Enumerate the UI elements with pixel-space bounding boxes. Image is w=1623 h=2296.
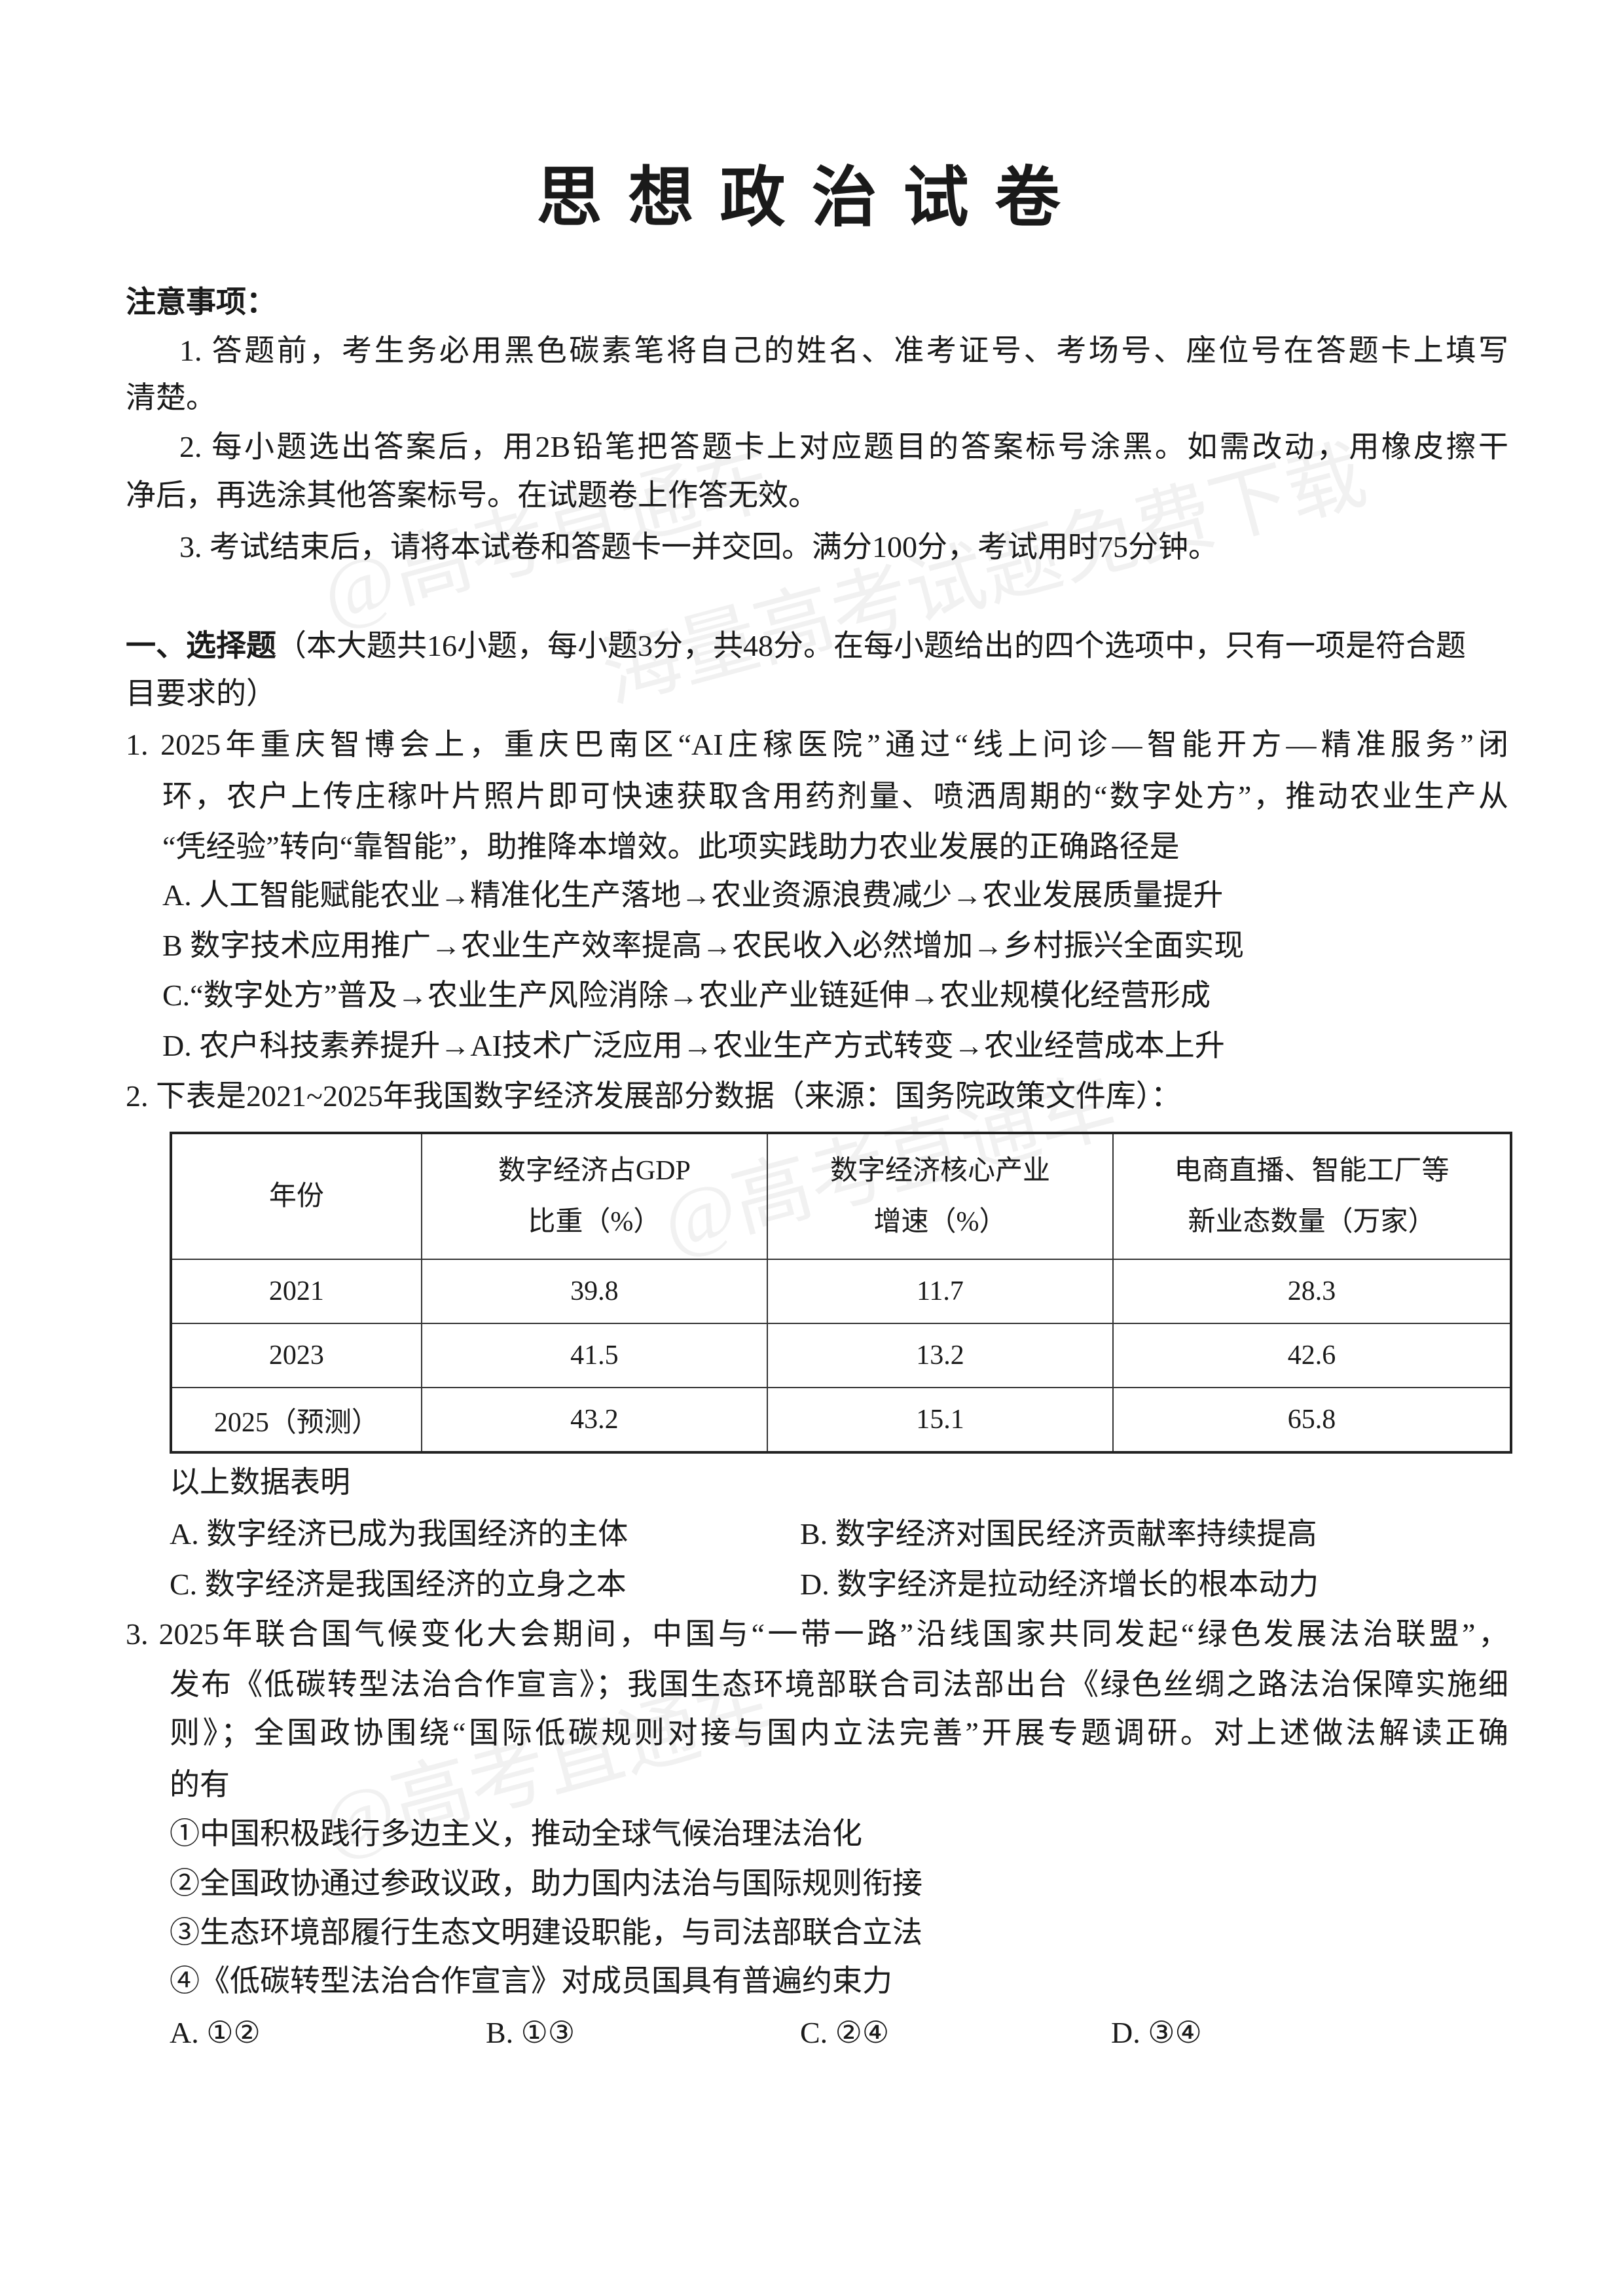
q2-option-c[interactable]: C. 数字经济是我国经济的立身之本 bbox=[170, 1568, 627, 1601]
q3-statement: ④《低碳转型法治合作宣言》对成员国具有普遍约束力 bbox=[170, 1964, 892, 1998]
table-header-row: 年份 数字经济占GDP 比重（%） 数字经济核心产业 增速（%） 电商直播、智能工厂… bbox=[170, 1132, 1512, 1260]
cell: 2021 bbox=[170, 1259, 422, 1324]
table-row: 2021 39.8 11.7 28.3 bbox=[170, 1259, 1512, 1324]
cell: 11.7 bbox=[766, 1259, 1114, 1324]
q1-option-b[interactable]: B 数字技术应用推广→农业生产效率提高→农民收入必然增加→乡村振兴全面实现 bbox=[162, 929, 1245, 962]
q2-lead: 以上数据表明 bbox=[170, 1465, 350, 1499]
q3-stem: 3. 2025年联合国气候变化大会期间，中国与“一带一路”沿线国家共同发起“绿色… bbox=[126, 1617, 1508, 1651]
cell: 65.8 bbox=[1112, 1387, 1512, 1453]
header-text: 电商直播、智能工厂等 bbox=[1174, 1156, 1450, 1186]
section-desc: （本大题共16小题，每小题3分，共48分。在每小题给出的四个选项中，只有一项是符… bbox=[276, 629, 1466, 662]
header-new-business: 电商直播、智能工厂等 新业态数量（万家） bbox=[1112, 1132, 1512, 1260]
header-text: 比重（%） bbox=[528, 1207, 661, 1237]
section-title: 一、选择题 bbox=[126, 629, 276, 662]
q2-option-d[interactable]: D. 数字经济是拉动经济增长的根本动力 bbox=[800, 1568, 1319, 1601]
header-text: 增速（%） bbox=[873, 1207, 1007, 1237]
header-text: 年份 bbox=[268, 1181, 324, 1211]
q3-option-c[interactable]: C. ②④ bbox=[800, 2016, 890, 2049]
cell: 2025（预测） bbox=[170, 1387, 422, 1453]
q3-statement: ③生态环境部履行生态文明建设职能，与司法部联合立法 bbox=[170, 1916, 922, 1949]
note-line: 清楚。 bbox=[126, 381, 216, 414]
page-title: 思想政治试卷 bbox=[536, 162, 1087, 234]
q3-statement: ①中国积极践行多边主义，推动全球气候治理法治化 bbox=[170, 1817, 862, 1850]
section-heading: 一、选择题（本大题共16小题，每小题3分，共48分。在每小题给出的四个选项中，只… bbox=[126, 626, 1508, 666]
cell: 43.2 bbox=[420, 1387, 768, 1453]
q1-stem: “凭经验”转向“靠智能”，助推降本增效。此项实践助力农业发展的正确路径是 bbox=[162, 830, 1180, 863]
cell: 41.5 bbox=[420, 1323, 768, 1388]
q3-option-d[interactable]: D. ③④ bbox=[1111, 2016, 1202, 2049]
q1-stem: 1. 2025年重庆智博会上，重庆巴南区“AI庄稼医院”通过“线上问诊—智能开方… bbox=[126, 728, 1508, 761]
q1-option-a[interactable]: A. 人工智能赋能农业→精准化生产落地→农业资源浪费减少→农业发展质量提升 bbox=[162, 878, 1224, 912]
q3-statement: ②全国政协通过参政议政，助力国内法治与国际规则衔接 bbox=[170, 1867, 922, 1900]
header-text: 数字经济核心产业 bbox=[830, 1156, 1050, 1186]
q3-stem: 发布《低碳转型法治合作宣言》；我国生态环境部联合司法部出台《绿色丝绸之路法治保障… bbox=[170, 1668, 1508, 1701]
q2-option-a[interactable]: A. 数字经济已成为我国经济的主体 bbox=[170, 1517, 629, 1551]
cell: 39.8 bbox=[420, 1259, 768, 1324]
q1-option-d[interactable]: D. 农户科技素养提升→AI技术广泛应用→农业生产方式转变→农业经营成本上升 bbox=[162, 1029, 1225, 1062]
cell: 28.3 bbox=[1112, 1259, 1512, 1324]
q3-stem: 则》；全国政协围绕“国际低碳规则对接与国内立法完善”开展专题调研。对上述做法解读… bbox=[170, 1716, 1508, 1749]
notes-heading: 注意事项： bbox=[126, 285, 276, 319]
cell: 13.2 bbox=[766, 1323, 1114, 1388]
table-row: 2025（预测） 43.2 15.1 65.8 bbox=[170, 1387, 1512, 1453]
header-year: 年份 bbox=[170, 1132, 422, 1260]
cell: 15.1 bbox=[766, 1387, 1114, 1453]
data-table: 年份 数字经济占GDP 比重（%） 数字经济核心产业 增速（%） 电商直播、智能工厂… bbox=[170, 1132, 1512, 1454]
q1-option-c[interactable]: C.“数字处方”普及→农业生产风险消除→农业产业链延伸→农业规模化经营形成 bbox=[162, 978, 1211, 1012]
note-line: 2. 每小题选出答案后，用2B铅笔把答题卡上对应题目的答案标号涂黑。如需改动，用… bbox=[179, 430, 1508, 463]
section-desc: 目要求的） bbox=[126, 677, 276, 710]
header-text: 新业态数量（万家） bbox=[1188, 1207, 1436, 1237]
header-gdp-share: 数字经济占GDP 比重（%） bbox=[420, 1132, 768, 1260]
note-line: 净后，再选涂其他答案标号。在试题卷上作答无效。 bbox=[126, 478, 818, 512]
cell: 42.6 bbox=[1112, 1323, 1512, 1388]
header-text: 数字经济占GDP bbox=[498, 1156, 691, 1186]
q3-option-a[interactable]: A. ①② bbox=[170, 2016, 261, 2049]
q2-stem: 2. 下表是2021~2025年我国数字经济发展部分数据（来源：国务院政策文件库… bbox=[126, 1079, 1181, 1113]
header-growth: 数字经济核心产业 增速（%） bbox=[766, 1132, 1114, 1260]
note-line: 1. 答题前，考生务必用黑色碳素笔将自己的姓名、准考证号、考场号、座位号在答题卡… bbox=[179, 334, 1508, 367]
q3-option-b[interactable]: B. ①③ bbox=[486, 2016, 575, 2049]
q1-stem: 环，农户上传庄稼叶片照片即可快速获取含用药剂量、喷洒周期的“数字处方”，推动农业… bbox=[162, 780, 1508, 813]
table-row: 2023 41.5 13.2 42.6 bbox=[170, 1323, 1512, 1388]
q3-stem: 的有 bbox=[170, 1768, 230, 1801]
q2-option-b[interactable]: B. 数字经济对国民经济贡献率持续提高 bbox=[800, 1517, 1317, 1551]
cell: 2023 bbox=[170, 1323, 422, 1388]
note-line: 3. 考试结束后，请将本试卷和答题卡一并交回。满分100分，考试用时75分钟。 bbox=[179, 530, 1218, 564]
